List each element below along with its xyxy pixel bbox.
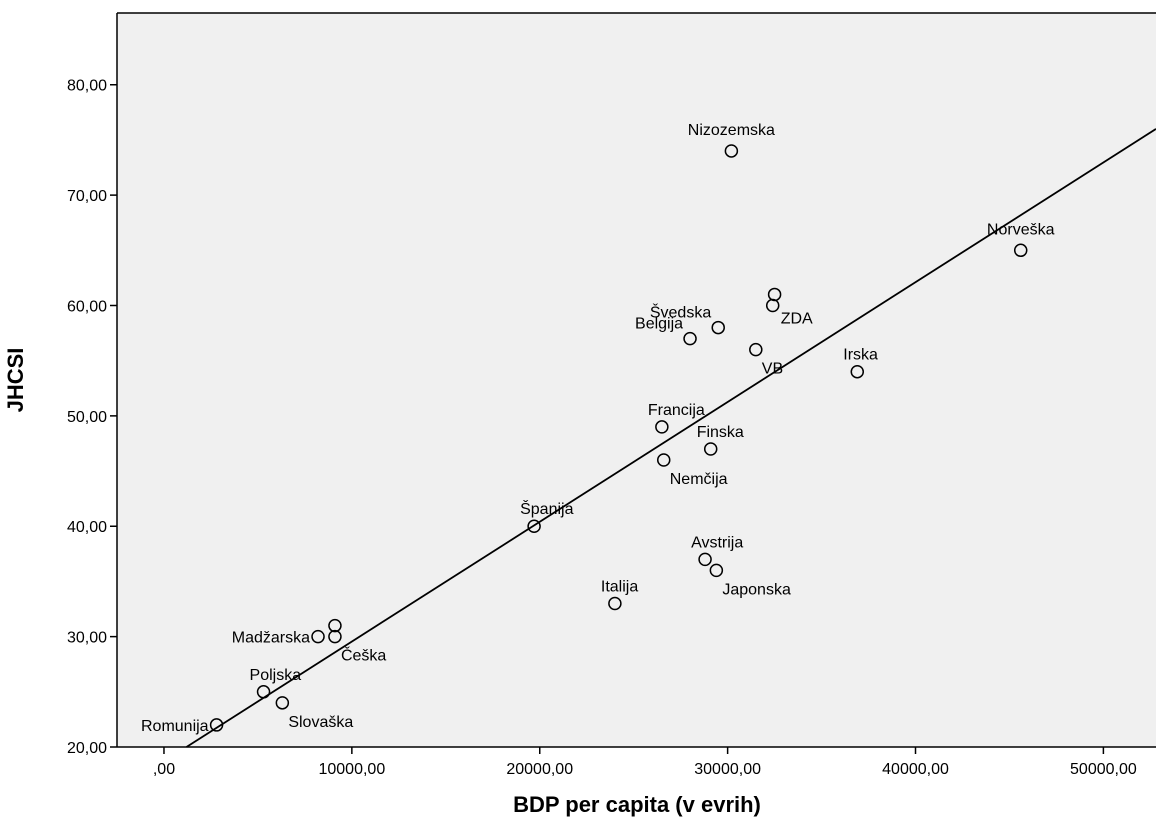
axes-layer xyxy=(116,12,1156,748)
point-label: Francija xyxy=(648,402,705,419)
data-point xyxy=(683,331,697,346)
data-point xyxy=(209,718,224,732)
data-point xyxy=(328,629,342,644)
point-label: Irska xyxy=(843,347,878,364)
point-label: Nizozemska xyxy=(688,122,775,139)
point-label: Romunija xyxy=(141,718,209,735)
x-tick-label: ,00 xyxy=(153,761,175,778)
y-tick-label: 70,00 xyxy=(67,188,107,205)
x-tick-label: 10000,00 xyxy=(318,761,385,778)
point-label: Madžarska xyxy=(232,630,310,647)
data-point xyxy=(698,552,712,567)
x-ticks: ,00 10000,00 20000,00 30000,00 40000,00 50000… xyxy=(153,747,1137,778)
point-label: Nemčija xyxy=(670,471,728,488)
point-label: Poljska xyxy=(250,667,302,684)
data-point xyxy=(311,629,325,644)
fit-line xyxy=(185,128,1156,748)
y-tick-label: 80,00 xyxy=(67,78,107,95)
data-point xyxy=(655,420,669,434)
data-point xyxy=(256,685,271,699)
x-tick-label: 40000,00 xyxy=(882,761,949,778)
point-label: Norveška xyxy=(987,221,1055,238)
point-label: Italija xyxy=(601,579,638,596)
point-label: Avstrija xyxy=(691,534,743,551)
y-tick-label: 50,00 xyxy=(67,409,107,426)
data-point xyxy=(850,364,865,379)
fit-line-layer xyxy=(185,128,1156,748)
point-label: Finska xyxy=(697,424,744,441)
data-point xyxy=(608,596,622,611)
x-tick-label: 50000,00 xyxy=(1070,761,1137,778)
data-point xyxy=(275,696,290,710)
y-tick-label: 60,00 xyxy=(67,298,107,315)
data-point xyxy=(711,320,725,335)
data-point xyxy=(703,442,718,456)
data-point xyxy=(656,453,671,467)
y-tick-label: 20,00 xyxy=(67,740,107,757)
data-point xyxy=(709,563,724,578)
y-axis-title: JHCSI xyxy=(3,348,28,413)
point-label: VB xyxy=(762,361,783,378)
data-point xyxy=(765,298,780,313)
data-point xyxy=(724,144,739,158)
data-point xyxy=(749,342,763,357)
x-tick-label: 20000,00 xyxy=(506,761,573,778)
data-point xyxy=(328,618,342,633)
x-axis-title: BDP per capita (v evrih) xyxy=(513,792,761,817)
y-tick-label: 40,00 xyxy=(67,519,107,536)
data-point xyxy=(1013,243,1028,258)
point-label: Belgija xyxy=(635,316,683,333)
y-ticks: 20,00 30,00 40,00 50,00 60,00 70,00 80,00 xyxy=(67,78,117,757)
point-label: Češka xyxy=(341,646,386,665)
point-label: Švedska xyxy=(650,303,711,322)
point-label: Japonska xyxy=(722,581,791,598)
point-label: Španija xyxy=(520,499,573,518)
point-label: Slovaška xyxy=(288,714,353,731)
plot-area xyxy=(117,13,1156,747)
y-tick-label: 30,00 xyxy=(67,630,107,647)
points-layer: Nizozemska Norveška Švedska ZDA Belgija VB Irs… xyxy=(141,122,1055,735)
data-point xyxy=(527,519,541,533)
x-tick-label: 30000,00 xyxy=(694,761,761,778)
point-label: ZDA xyxy=(781,310,813,327)
